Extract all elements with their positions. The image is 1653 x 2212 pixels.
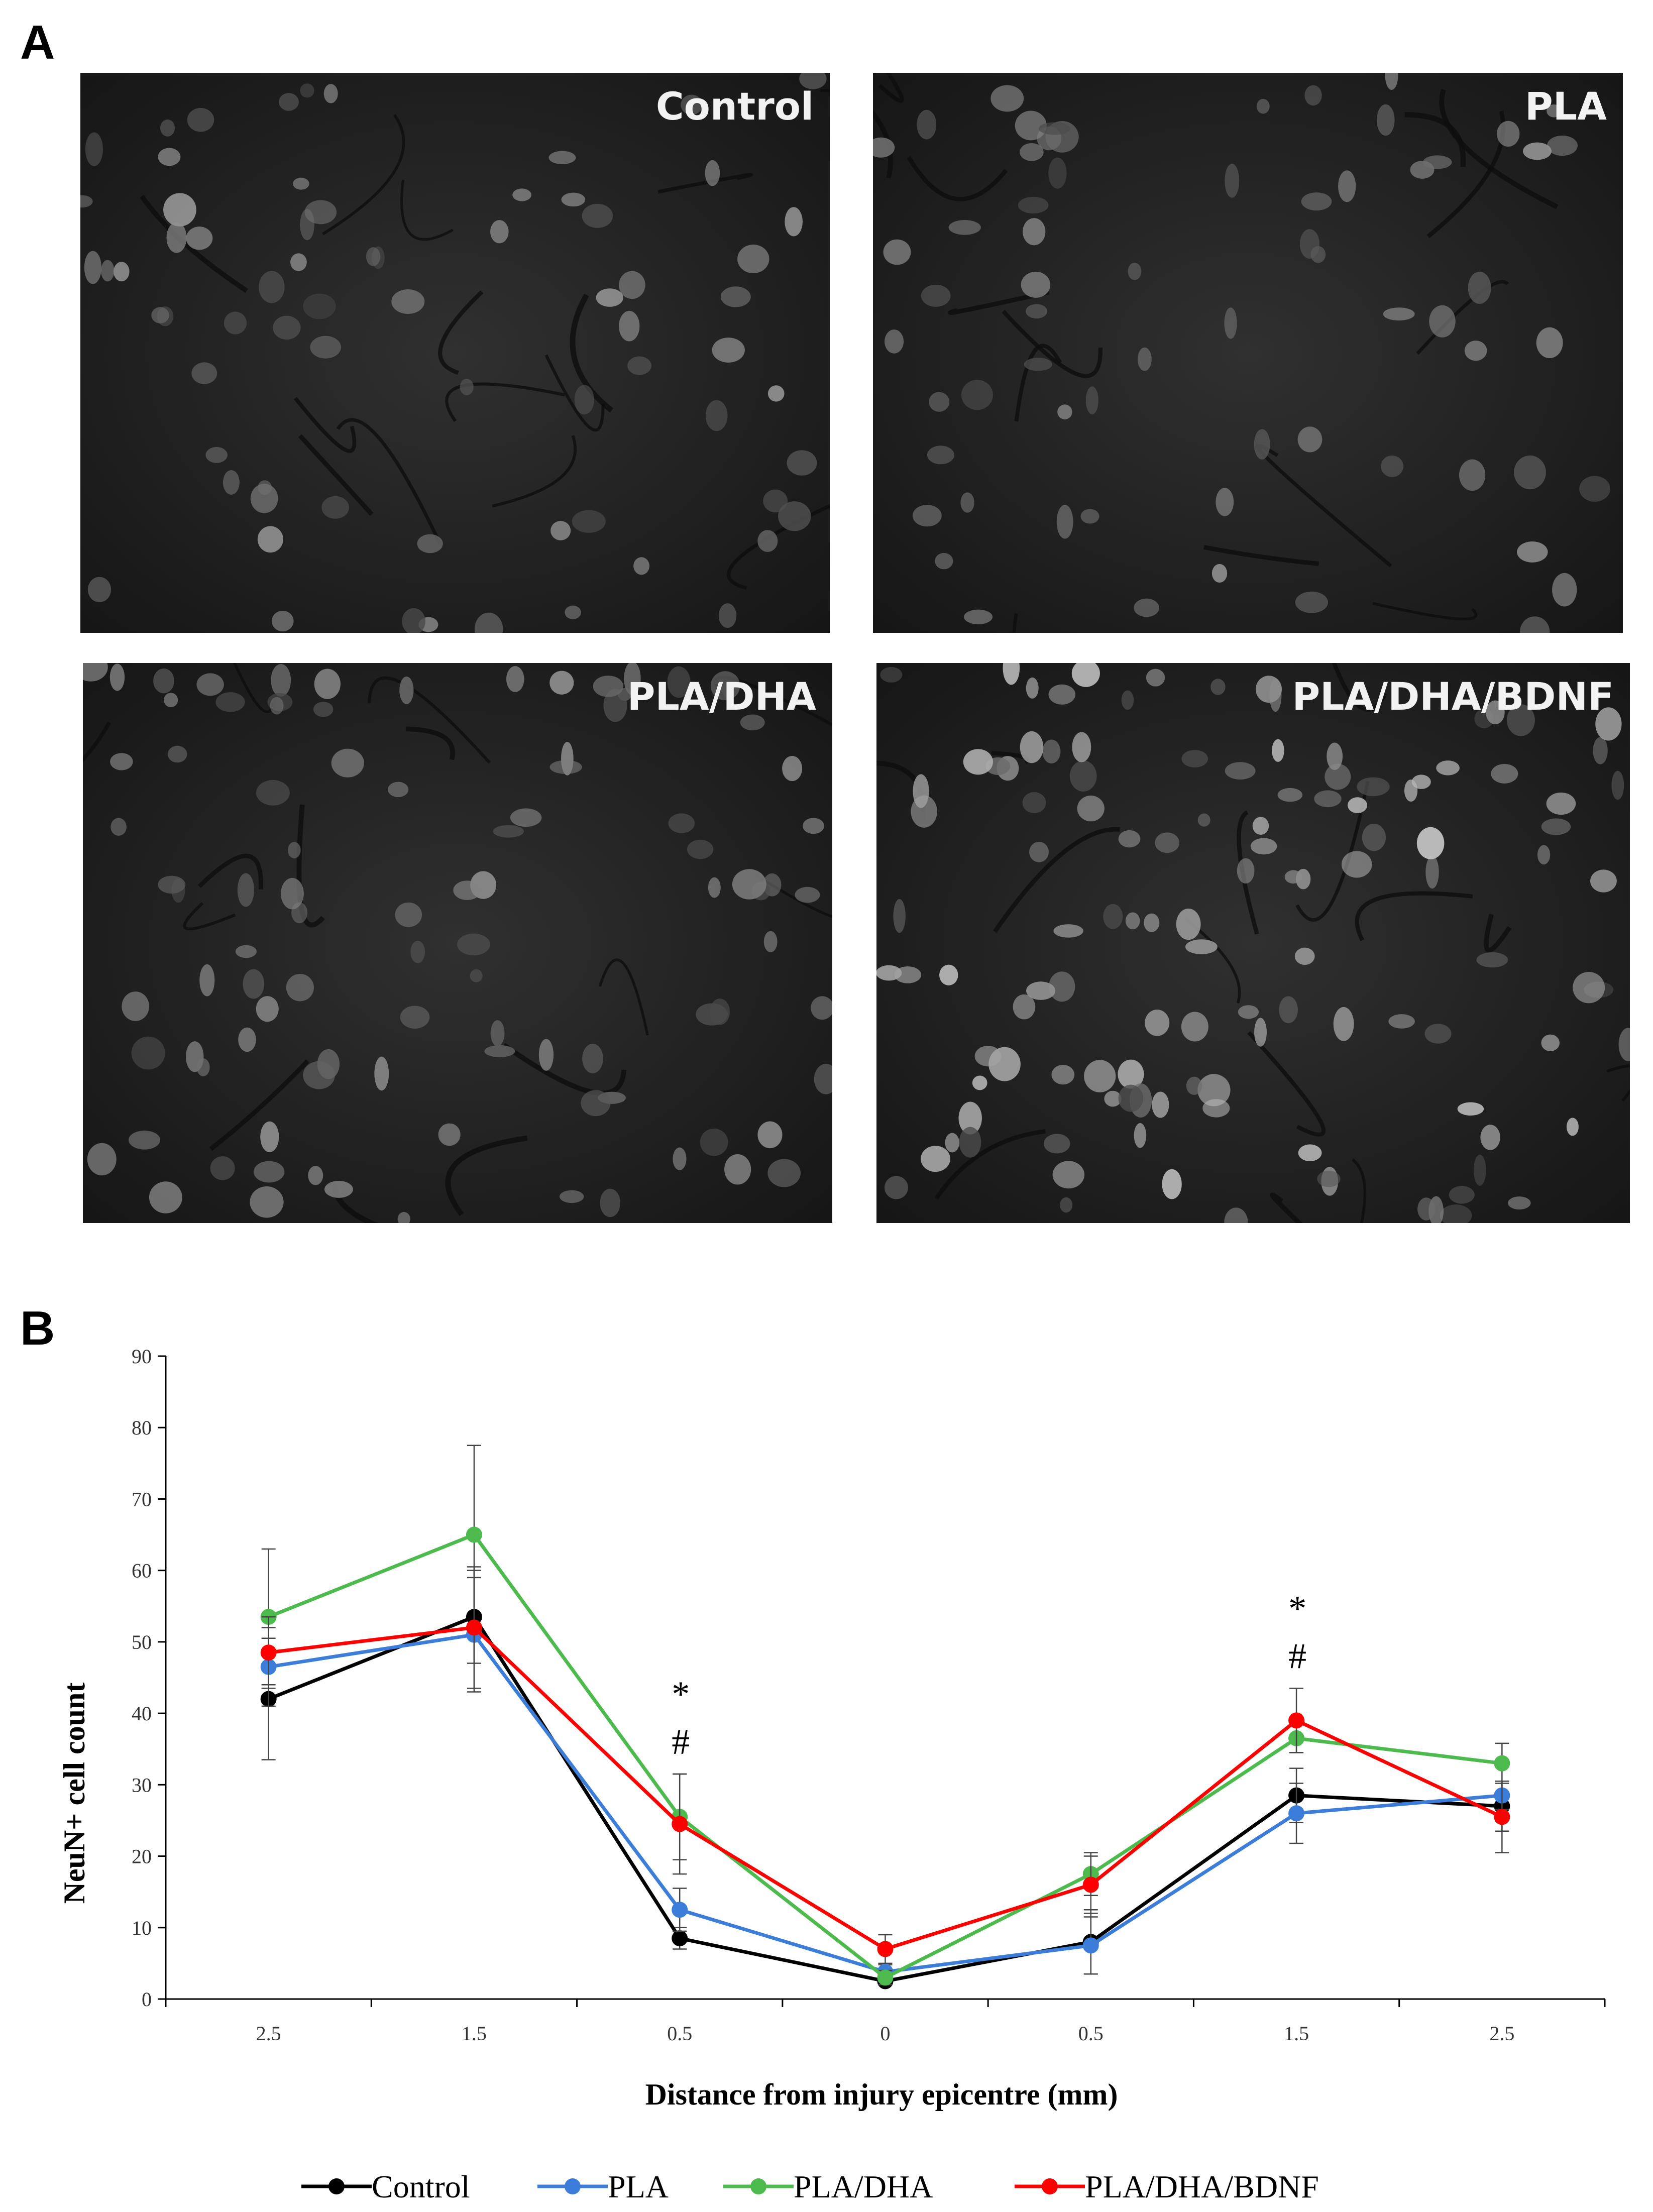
micrograph-label-pla: PLA	[1525, 84, 1607, 129]
y-tick-label: 10	[132, 1917, 152, 1939]
legend-swatch-marker	[1042, 2178, 1058, 2194]
series-pla	[260, 1577, 1510, 1980]
legend-label: PLA	[608, 2169, 669, 2204]
y-tick-label: 0	[142, 1988, 152, 2011]
chart-legend: Control PLA PLA/DHA PLA/DHA/BDNF	[301, 2169, 1319, 2204]
panel-a-letter: A	[20, 16, 55, 69]
micrograph-pla-dha-image	[83, 663, 832, 1223]
legend-item-pla: PLA	[537, 2169, 669, 2204]
x-tick-label: 1.5	[462, 2022, 487, 2045]
x-tick-label: 1.5	[1284, 2022, 1309, 2045]
legend-label: PLA/DHA	[794, 2169, 933, 2204]
y-axis-label: NeuN+ cell count	[58, 1683, 91, 1904]
x-tick-label: 2.5	[1489, 2022, 1514, 2045]
y-tick-label: 40	[132, 1702, 152, 1725]
y-ticks: 0 10 20 30 40 50 60 70 80 90	[132, 1345, 166, 2011]
data-point	[1494, 1755, 1510, 1772]
legend-label: Control	[372, 2169, 470, 2204]
micrograph-pla-dha-bdnf-image	[876, 663, 1630, 1223]
y-tick-label: 70	[132, 1488, 152, 1510]
data-point	[1288, 1712, 1305, 1729]
micrograph-pla-dha-bdnf: PLA/DHA/BDNF	[876, 663, 1630, 1223]
x-axis-label: Distance from injury epicentre (mm)	[645, 2078, 1118, 2111]
data-point	[672, 1902, 688, 1918]
y-tick-label: 50	[132, 1631, 152, 1653]
legend-item-pla-dha-bdnf: PLA/DHA/BDNF	[1015, 2169, 1319, 2204]
legend-swatch-marker	[328, 2178, 345, 2194]
significance-marker: *	[1288, 1588, 1306, 1628]
y-tick-label: 20	[132, 1845, 152, 1868]
panel-b-letter: B	[20, 1301, 55, 1355]
legend-item-pla-dha: PLA/DHA	[723, 2169, 933, 2204]
x-tick-label: 0	[880, 2022, 891, 2045]
x-tick-label: 0.5	[1078, 2022, 1104, 2045]
x-tick-label: 2.5	[256, 2022, 281, 2045]
y-tick-label: 30	[132, 1774, 152, 1796]
significance-marker: #	[672, 1722, 690, 1762]
series-line-pla-dha	[268, 1532, 1502, 1980]
chart-series	[260, 1445, 1510, 1989]
neun-line-chart: 0 10 20 30 40 50 60 70 80 90 2.5 1.5 0.5 0 0.5 1.5 2.5 …	[58, 1345, 1606, 2204]
data-point	[877, 1941, 894, 1957]
micrograph-pla-dha: PLA/DHA	[83, 663, 832, 1223]
data-point	[1082, 1937, 1099, 1954]
series-pla-dha-bdnf	[260, 1566, 1510, 1964]
chart-annotations: # * # *	[672, 1588, 1306, 1762]
data-point	[672, 1930, 688, 1947]
x-ticks: 2.5 1.5 0.5 0 0.5 1.5 2.5	[165, 1999, 1606, 2045]
micrograph-control-image	[80, 73, 830, 633]
series-pla-dha	[260, 1445, 1510, 1986]
micrograph-pla-image	[873, 73, 1623, 633]
micrograph-pla: PLA	[873, 73, 1623, 633]
micrograph-label-control: Control	[655, 84, 814, 129]
data-point	[1288, 1805, 1305, 1822]
legend-item-control: Control	[301, 2169, 470, 2204]
y-tick-label: 60	[132, 1560, 152, 1582]
series-control	[260, 1570, 1510, 1989]
legend-swatch-marker	[565, 2178, 581, 2194]
y-tick-label: 80	[132, 1416, 152, 1439]
legend-swatch-marker	[750, 2178, 766, 2194]
significance-marker: *	[672, 1674, 690, 1714]
data-point	[466, 1619, 482, 1636]
micrograph-label-pla-dha-bdnf: PLA/DHA/BDNF	[1292, 674, 1614, 719]
series-line-pla	[268, 1632, 1502, 1974]
micrograph-label-pla-dha: PLA/DHA	[627, 674, 816, 719]
data-point	[466, 1526, 482, 1543]
significance-marker: #	[1288, 1636, 1306, 1676]
data-point	[877, 1969, 894, 1986]
series-line-pla-dha-bdnf	[268, 1625, 1503, 1951]
x-tick-label: 0.5	[667, 2022, 692, 2045]
data-point	[260, 1644, 277, 1661]
data-point	[1082, 1876, 1099, 1893]
series-line-control	[268, 1614, 1502, 1983]
micrograph-control: Control	[80, 73, 830, 633]
y-tick-label: 90	[132, 1345, 152, 1368]
data-point	[1494, 1809, 1510, 1825]
data-point	[672, 1816, 688, 1832]
legend-label: PLA/DHA/BDNF	[1085, 2169, 1319, 2204]
chart-axes	[165, 1356, 1605, 2000]
